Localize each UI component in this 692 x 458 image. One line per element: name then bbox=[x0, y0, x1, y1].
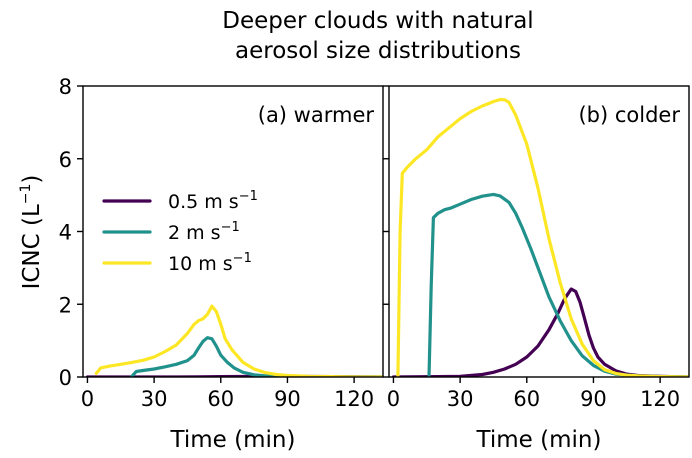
series-line-b-2 bbox=[396, 97, 689, 377]
panel-b: 0 30 60 90 120 Time (min) (b) colder bbox=[383, 85, 690, 453]
panel-a: 0 30 60 90 120 0 2 4 6 8 Time (min) (a) warmer bbox=[59, 75, 384, 453]
legend-label-2: 10 m s−1 bbox=[168, 251, 252, 275]
series-line-a-2 bbox=[94, 304, 383, 377]
x-tick-label-a-30: 30 bbox=[141, 387, 168, 411]
y-tick-label-2: 2 bbox=[59, 293, 72, 317]
chart-title-line-1: Deeper clouds with natural bbox=[222, 8, 533, 34]
legend-label-1: 2 m s−1 bbox=[168, 220, 240, 244]
y-axis-label: ICNC (L−1) bbox=[18, 175, 45, 290]
x-tick-label-b-90: 90 bbox=[580, 387, 607, 411]
y-axis-label-sup: −1 bbox=[18, 184, 34, 205]
x-tick-label-a-0: 0 bbox=[81, 387, 94, 411]
panel-label-a: (a) warmer bbox=[258, 103, 375, 127]
x-axis-label-b: Time (min) bbox=[476, 427, 602, 453]
series-line-b-1 bbox=[427, 192, 689, 377]
chart-title-line-2: aerosol size distributions bbox=[235, 38, 521, 64]
x-axis-label-a: Time (min) bbox=[170, 427, 296, 453]
y-tick-label-0: 0 bbox=[59, 366, 72, 390]
panel-label-b: (b) colder bbox=[578, 103, 680, 127]
y-axis-label-end: ) bbox=[19, 175, 45, 184]
y-tick-label-6: 6 bbox=[59, 148, 72, 172]
x-tick-label-b-60: 60 bbox=[513, 387, 540, 411]
x-tick-label-a-60: 60 bbox=[207, 387, 234, 411]
x-tick-label-b-0: 0 bbox=[387, 387, 400, 411]
x-tick-label-b-30: 30 bbox=[447, 387, 474, 411]
y-tick-label-4: 4 bbox=[59, 221, 72, 245]
x-tick-label-a-120: 120 bbox=[334, 387, 374, 411]
y-axis-label-main: ICNC (L bbox=[19, 204, 45, 289]
x-tick-label-a-90: 90 bbox=[274, 387, 301, 411]
series-line-b-0 bbox=[391, 287, 689, 377]
legend-label-0: 0.5 m s−1 bbox=[168, 189, 258, 213]
y-tick-label-8: 8 bbox=[59, 75, 72, 99]
series-group-b bbox=[391, 97, 689, 377]
x-tick-label-b-120: 120 bbox=[640, 387, 680, 411]
series-group-a bbox=[85, 304, 383, 377]
legend: 0.5 m s−1 2 m s−1 10 m s−1 bbox=[102, 189, 258, 275]
